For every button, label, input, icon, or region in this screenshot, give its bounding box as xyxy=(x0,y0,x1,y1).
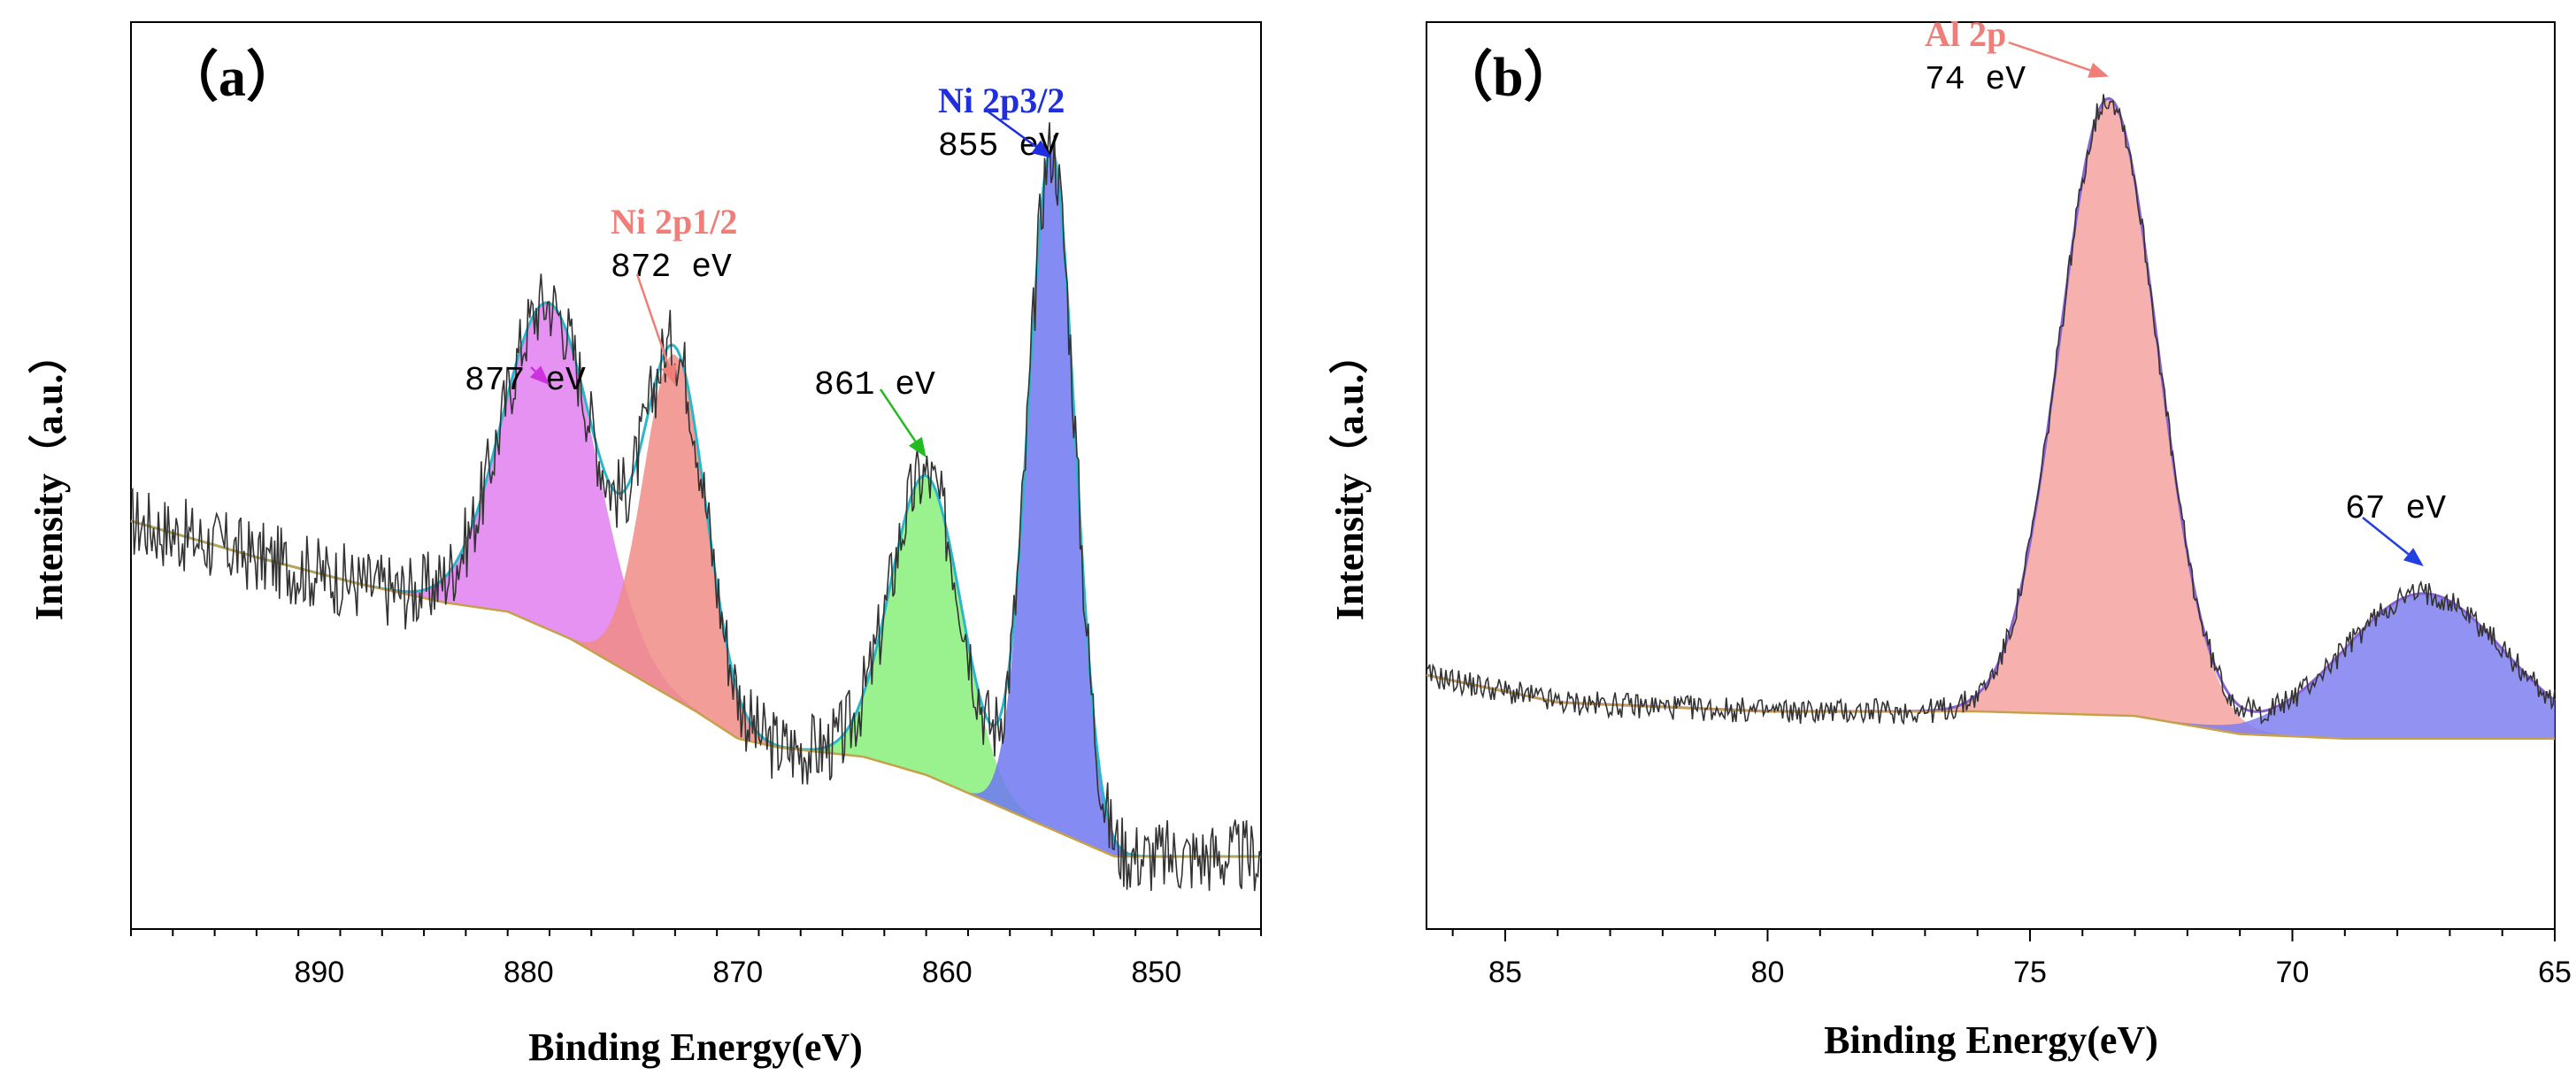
panel-a-peak-fills xyxy=(131,149,1261,857)
annotation-arrow-shaft xyxy=(530,366,536,373)
peak-name-label: Al 2p xyxy=(1925,14,2006,54)
panel-b-frame xyxy=(1426,21,2556,930)
energy-label: 67 eV xyxy=(2345,490,2446,528)
x-tick-label: 80 xyxy=(1751,956,1785,989)
panel-b-lines xyxy=(1426,94,2556,740)
peak-area-a-2 xyxy=(131,475,1261,856)
x-tick-label: 880 xyxy=(504,956,554,989)
peak-name-label: Ni 2p1/2 xyxy=(611,202,737,242)
background-line xyxy=(1426,673,2555,740)
annotation-arrow-head xyxy=(529,365,550,385)
annotation-arrow-shaft xyxy=(879,388,917,442)
annotation-arrow-head xyxy=(1031,140,1052,158)
panel-a-lines xyxy=(130,122,1262,892)
peak-area-a-1 xyxy=(131,354,1261,857)
energy-label: 877 eV xyxy=(465,362,586,400)
x-tick-label: 70 xyxy=(2276,956,2310,989)
peak-area-b-1 xyxy=(1426,593,2555,739)
raw-data-line xyxy=(130,122,1262,892)
panel-b: 85 80 75 70 65 Al 2p 74 eV 67 eV （b） Binding E… xyxy=(1328,14,2572,1062)
raw-data-line xyxy=(1426,94,2556,726)
annotation-arrow-shaft xyxy=(986,109,1037,148)
annotation-arrow-head xyxy=(661,364,677,385)
annotation-arrow-head xyxy=(2088,62,2109,78)
panel-a-x-axis-title: Binding Energy(eV) xyxy=(528,1025,863,1069)
background-line xyxy=(130,519,1261,858)
panel-b-y-axis-title: Intensity（a.u.） xyxy=(1328,335,1372,621)
x-tick-label: 860 xyxy=(922,956,973,989)
x-tick-label: 890 xyxy=(294,956,344,989)
panel-a-label: （a） xyxy=(164,46,301,108)
x-tick-label: 85 xyxy=(1488,956,1522,989)
energy-label: 872 eV xyxy=(611,249,732,287)
panel-b-peak-fills xyxy=(1426,98,2555,739)
x-tick-label: 65 xyxy=(2538,956,2572,989)
panel-b-annotations: Al 2p 74 eV 67 eV xyxy=(1925,14,2446,566)
x-tick-label: 870 xyxy=(712,956,763,989)
panel-a-ticks: 890 880 870 860 850 xyxy=(130,929,1262,989)
x-tick-label: 75 xyxy=(2013,956,2047,989)
panel-a-frame xyxy=(130,21,1262,930)
annotation-arrow-shaft xyxy=(635,273,670,367)
panel-b-label: （b） xyxy=(1438,46,1578,108)
annotation-arrow-head xyxy=(908,436,927,457)
x-tick-label: 850 xyxy=(1131,956,1181,989)
panel-a-y-axis-title: Intensity（a.u.） xyxy=(27,335,71,621)
annotation-arrow-shaft xyxy=(2362,517,2410,556)
energy-label: 861 eV xyxy=(814,366,935,404)
annotation-arrow-shaft xyxy=(2008,41,2091,72)
peak-name-label: Ni 2p3/2 xyxy=(938,81,1065,120)
panel-b-x-axis-title: Binding Energy(eV) xyxy=(1824,1018,2158,1062)
energy-label: 74 eV xyxy=(1925,61,2026,99)
peak-area-a-3 xyxy=(131,149,1261,856)
annotation-arrow-head xyxy=(2403,548,2424,566)
panel-b-ticks: 85 80 75 70 65 xyxy=(1451,929,2572,989)
